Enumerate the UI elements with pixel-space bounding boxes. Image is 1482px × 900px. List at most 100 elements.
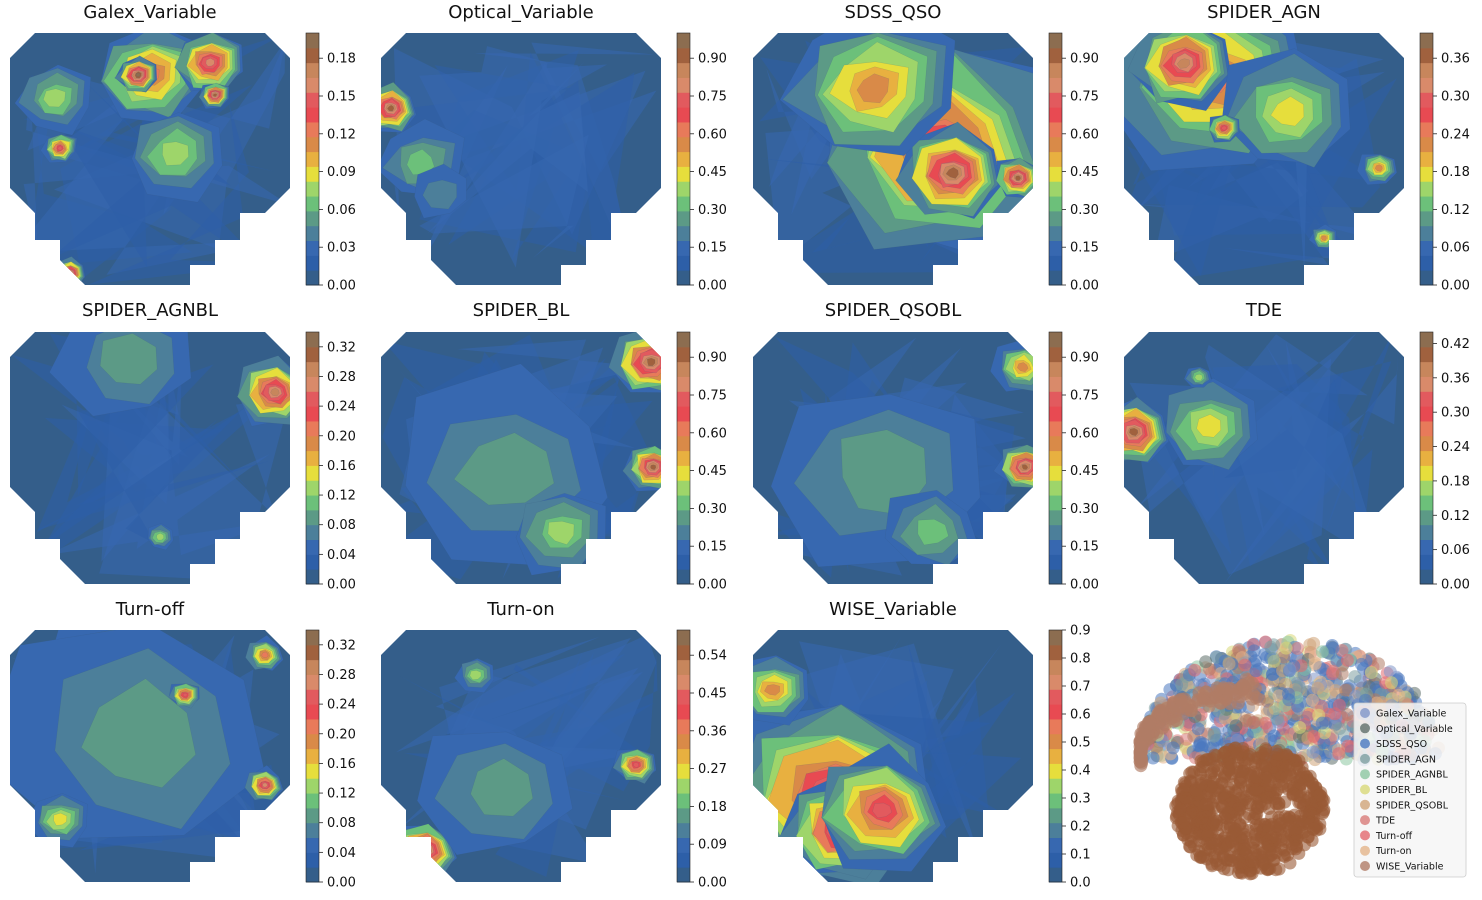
scatter-point — [1252, 692, 1266, 706]
colorbar-tick-label: 0.9 — [1070, 624, 1091, 639]
legend-marker — [1360, 861, 1370, 871]
contour-level — [945, 167, 959, 179]
colorbar-segment — [1420, 539, 1433, 555]
scatter-point — [1315, 645, 1329, 659]
colorbar-tick-label: 0.30 — [1441, 90, 1470, 105]
subplot-spider-agnbl: SPIDER_AGNBL 0.00 0.04 0.08 0.12 0.16 0.20 0.24… — [10, 300, 356, 593]
colorbar-tick-label: 0.30 — [1070, 203, 1099, 218]
colorbar-segment — [1420, 225, 1433, 242]
colorbar-tick-label: 0.16 — [327, 459, 356, 474]
scatter-point — [1247, 644, 1261, 658]
contour-patch — [88, 103, 276, 285]
colorbar-tick-label: 0.15 — [698, 241, 727, 256]
colorbar-segment — [306, 361, 319, 377]
colorbar-segment — [677, 420, 690, 437]
colorbar-segment — [306, 763, 319, 779]
legend-marker — [1360, 815, 1370, 826]
colorbar-segment — [306, 867, 319, 883]
legend-marker — [1360, 784, 1370, 795]
scatter-point — [1197, 849, 1210, 863]
scatter-point — [1241, 824, 1255, 837]
scatter-point — [1305, 693, 1319, 707]
colorbar-tick-label: 0.45 — [1070, 165, 1099, 180]
colorbar-segment — [1049, 361, 1062, 377]
colorbar: 0.00 0.04 0.08 0.12 0.16 0.20 0.24 0.28 0.32 — [305, 331, 356, 593]
colorbar-tick-label: 0.28 — [327, 370, 356, 385]
scatter-point — [1264, 640, 1278, 654]
colorbar-segment — [677, 210, 690, 227]
colorbar-segment — [1049, 151, 1062, 167]
colorbar-segment — [677, 136, 690, 153]
scatter-point — [1280, 770, 1294, 784]
scatter-point — [1133, 751, 1147, 764]
scatter-point — [1266, 853, 1280, 867]
contour-map — [381, 332, 661, 584]
contour-level — [422, 179, 457, 210]
colorbar-tick-label: 0.12 — [327, 127, 356, 142]
subplot-spider-qsobl: SPIDER_QSOBL 0.00 0.15 0.30 0.45 0.60 0.75 0.90 — [753, 300, 1099, 593]
colorbar-segment — [1049, 62, 1062, 78]
scatter-point — [1258, 832, 1272, 846]
colorbar: 0.00 0.06 0.12 0.18 0.24 0.30 0.36 0.42 — [1419, 331, 1470, 593]
colorbar-frame — [305, 629, 320, 883]
colorbar-segment — [677, 107, 690, 123]
colorbar: 0.0 0.1 0.2 0.3 0.4 0.5 0.6 0.7 0.8 0.9 — [1048, 624, 1091, 891]
contour-level — [470, 758, 534, 817]
scatter-point — [1245, 866, 1259, 880]
colorbar-segment — [677, 225, 690, 242]
scatter-point — [1191, 722, 1205, 736]
colorbar-tick-label: 0.12 — [327, 489, 356, 504]
subplot-spider-agn: SPIDER_AGN 0.00 0.06 0.12 0.18 0.24 0.30 0.36 — [1124, 2, 1470, 294]
colorbar-tick-label: 0.00 — [1070, 279, 1099, 294]
colorbar-segment — [1420, 495, 1433, 511]
colorbar-segment — [306, 644, 319, 661]
colorbar-segment — [677, 480, 690, 496]
subplot-sdss-qso: SDSS_QSO 0.00 0.15 0.30 0.45 0.60 0.75 0.90 — [753, 2, 1099, 294]
colorbar-segment — [306, 450, 319, 466]
scatter-point — [1237, 842, 1251, 856]
colorbar-segment — [306, 748, 319, 764]
contour-level — [420, 843, 432, 856]
colorbar-tick-label: 0.45 — [1070, 464, 1099, 479]
colorbar-segment — [306, 480, 319, 496]
contour-level — [547, 521, 575, 545]
colorbar-tick-label: 0.8 — [1070, 652, 1091, 667]
colorbar-segment — [1420, 107, 1433, 123]
contour-map — [10, 332, 290, 584]
scatter-point — [1271, 783, 1285, 796]
colorbar-segment — [1420, 92, 1433, 108]
scatter-point — [1134, 738, 1148, 752]
colorbar-segment — [1049, 554, 1062, 570]
scatter-point — [1335, 667, 1349, 681]
legend-label: Turn-off — [1375, 831, 1413, 842]
scatter-point — [1259, 771, 1273, 784]
scatter-point — [1154, 708, 1168, 721]
colorbar-segment — [1420, 240, 1433, 256]
contour-level — [135, 72, 141, 77]
colorbar-segment — [306, 539, 319, 555]
scatter-point — [1293, 721, 1307, 734]
colorbar-tick-label: 0.2 — [1070, 820, 1091, 835]
colorbar-segment — [306, 77, 319, 93]
colorbar-segment — [1049, 77, 1062, 93]
legend-marker — [1360, 723, 1370, 734]
colorbar-segment — [1420, 376, 1433, 392]
contour-patch — [23, 77, 290, 250]
scatter-point — [1364, 666, 1378, 679]
scatter-point — [1232, 802, 1246, 816]
colorbar-segment — [677, 509, 690, 526]
colorbar-segment — [1049, 822, 1062, 839]
scatter-point — [1271, 747, 1285, 761]
scatter-point — [1281, 848, 1295, 862]
scatter-point — [1188, 663, 1202, 677]
scatter-point — [1146, 751, 1160, 765]
colorbar-tick-label: 0.32 — [327, 340, 356, 355]
scatter-point — [1313, 788, 1327, 802]
colorbar-tick-label: 0.6 — [1070, 708, 1091, 723]
colorbar-segment — [677, 524, 690, 541]
colorbar-segment — [1049, 807, 1062, 824]
colorbar-segment — [1049, 121, 1062, 138]
subplot-galex-variable: Galex_Variable0.000.030.060.090.120.150.… — [10, 2, 356, 294]
